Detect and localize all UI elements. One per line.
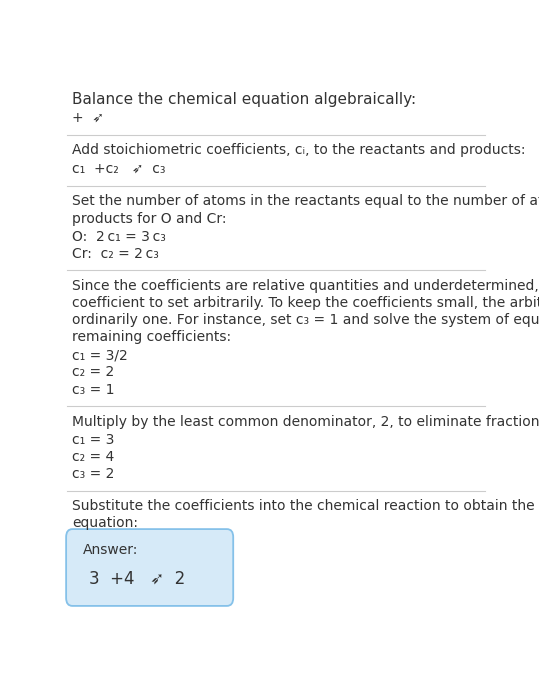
Text: +  ➶: + ➶ <box>72 111 105 125</box>
Text: Answer:: Answer: <box>83 544 138 557</box>
Text: c₁ = 3: c₁ = 3 <box>72 433 115 447</box>
Text: Set the number of atoms in the reactants equal to the number of atoms in the: Set the number of atoms in the reactants… <box>72 195 539 208</box>
Text: products for O and Cr:: products for O and Cr: <box>72 211 227 226</box>
Text: ordinarily one. For instance, set c₃ = 1 and solve the system of equations for t: ordinarily one. For instance, set c₃ = 1… <box>72 313 539 327</box>
Text: 3  +4   ➶  2: 3 +4 ➶ 2 <box>89 570 185 588</box>
Text: c₃ = 1: c₃ = 1 <box>72 383 115 396</box>
Text: Multiply by the least common denominator, 2, to eliminate fractional coefficient: Multiply by the least common denominator… <box>72 415 539 429</box>
Text: c₁  +c₂   ➶  c₃: c₁ +c₂ ➶ c₃ <box>72 161 166 175</box>
Text: c₃ = 2: c₃ = 2 <box>72 467 115 481</box>
Text: Substitute the coefficients into the chemical reaction to obtain the balanced: Substitute the coefficients into the che… <box>72 499 539 513</box>
Text: Cr:  c₂ = 2 c₃: Cr: c₂ = 2 c₃ <box>72 247 159 261</box>
Text: remaining coefficients:: remaining coefficients: <box>72 330 232 344</box>
Text: coefficient to set arbitrarily. To keep the coefficients small, the arbitrary va: coefficient to set arbitrarily. To keep … <box>72 296 539 310</box>
Text: c₁ = 3/2: c₁ = 3/2 <box>72 348 128 363</box>
Text: c₂ = 2: c₂ = 2 <box>72 365 115 379</box>
Text: Add stoichiometric coefficients, cᵢ, to the reactants and products:: Add stoichiometric coefficients, cᵢ, to … <box>72 143 526 158</box>
FancyBboxPatch shape <box>66 529 233 606</box>
Text: equation:: equation: <box>72 517 139 530</box>
Text: c₂ = 4: c₂ = 4 <box>72 450 115 464</box>
Text: O:  2 c₁ = 3 c₃: O: 2 c₁ = 3 c₃ <box>72 230 166 244</box>
Text: Since the coefficients are relative quantities and underdetermined, choose a: Since the coefficients are relative quan… <box>72 279 539 293</box>
Text: Balance the chemical equation algebraically:: Balance the chemical equation algebraica… <box>72 92 417 107</box>
